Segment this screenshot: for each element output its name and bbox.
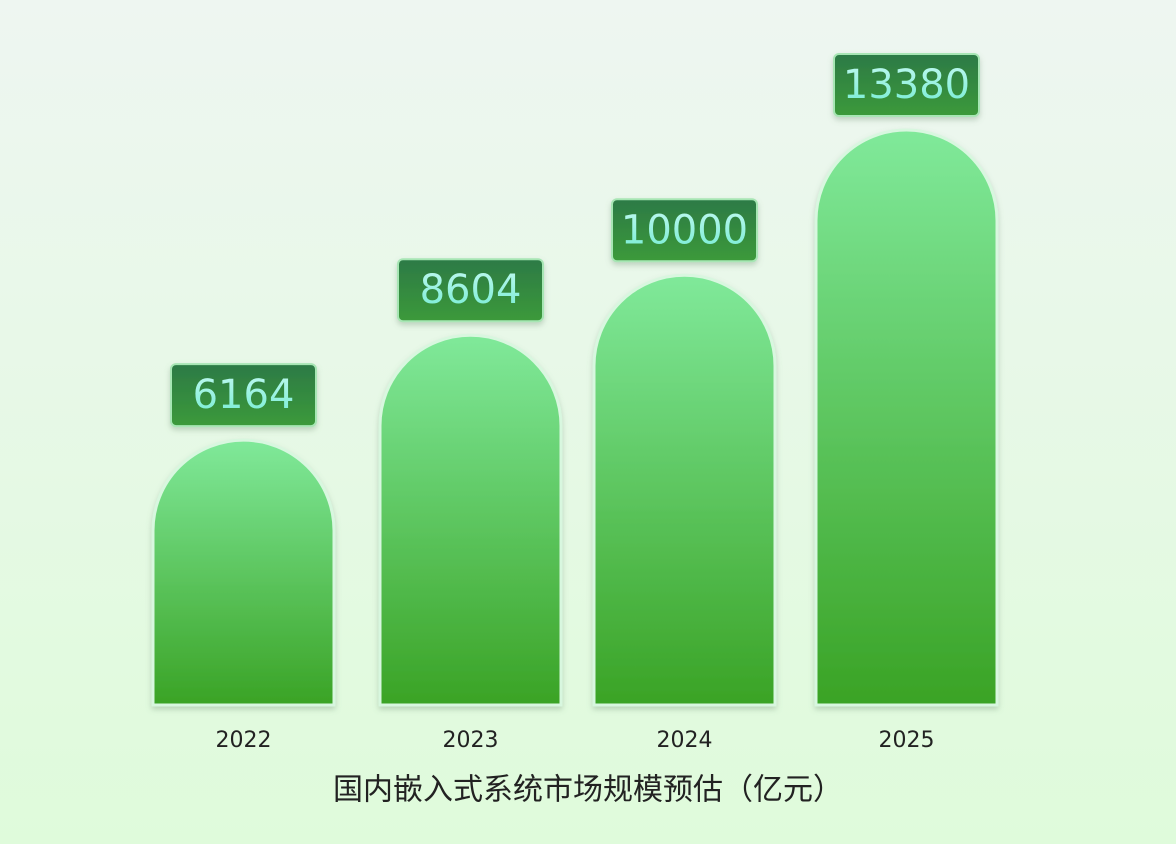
chart-title: 国内嵌入式系统市场规模预估（亿元） (333, 773, 843, 808)
value-label-box (397, 258, 544, 323)
bar (814, 128, 999, 707)
value-label-box (833, 53, 980, 117)
x-tick-label: 2023 (443, 728, 499, 753)
value-label: 10000 (621, 207, 748, 253)
bar (378, 333, 563, 707)
x-tick-label: 2022 (216, 728, 272, 753)
value-label: 8604 (420, 267, 522, 313)
x-tick-label: 2025 (879, 728, 935, 753)
value-label: 6164 (193, 372, 295, 418)
bar (151, 438, 336, 707)
value-label-box (170, 363, 317, 428)
value-label-box (611, 198, 758, 263)
value-label: 13380 (843, 62, 970, 108)
bar (592, 273, 777, 707)
x-tick-label: 2024 (657, 728, 713, 753)
